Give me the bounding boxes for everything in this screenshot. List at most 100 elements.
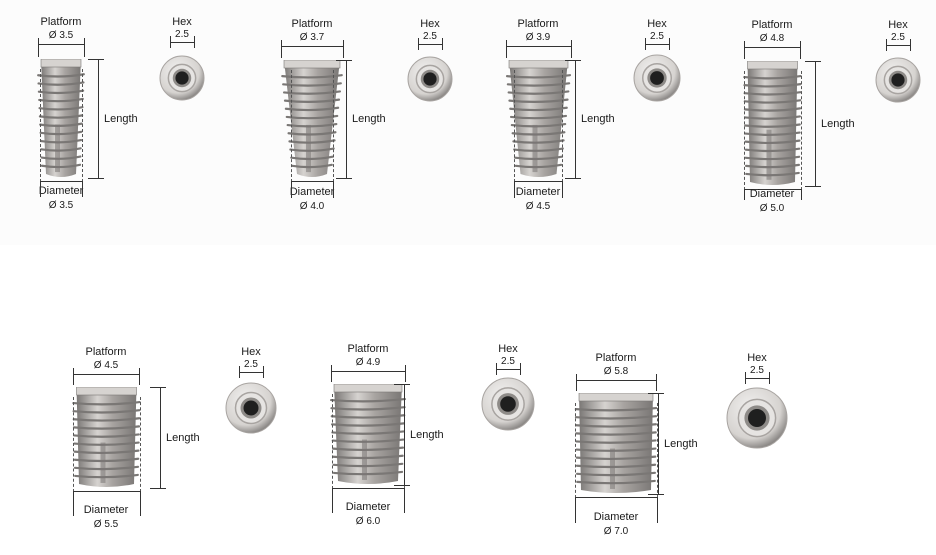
implant-image: [505, 60, 571, 177]
hex-label: Hex: [241, 346, 261, 358]
implant-image: [742, 61, 802, 185]
diameter-dimension-tick: [575, 497, 576, 523]
diameter-guide-line: [72, 397, 74, 492]
hex-dimension-tick: [886, 39, 887, 51]
length-dimension-line: [575, 60, 576, 178]
diameter-guide-line: [575, 403, 576, 498]
platform-dimension-line: [38, 44, 84, 45]
diameter-dimension-tick: [562, 181, 563, 198]
diameter-guide-line: [800, 71, 802, 190]
platform-label: Platform: [751, 19, 793, 31]
hex-dimension-line: [496, 369, 520, 370]
diameter-dimension-tick: [291, 181, 292, 198]
hex-dimension-line: [886, 45, 910, 46]
platform-dimension-tick: [656, 374, 657, 391]
length-dimension-tick: [805, 61, 821, 62]
platform-dimension-line: [281, 46, 343, 47]
length-label: Length: [166, 431, 200, 444]
hex-label: Hex: [172, 16, 192, 28]
diameter-dimension-tick: [40, 181, 41, 197]
diameter-guide-line: [562, 70, 563, 182]
length-dimension-line: [404, 384, 405, 485]
length-dimension-tick: [150, 488, 166, 489]
implant-image: [281, 60, 343, 177]
diameter-dimension-tick: [332, 488, 333, 513]
diameter-guide-line: [291, 70, 292, 182]
hex-dimension-line: [170, 42, 194, 43]
diameter-guide-line: [139, 397, 141, 492]
diameter-guide-line: [333, 70, 334, 182]
hex-value: 2.5: [750, 365, 764, 376]
platform-label: Platform: [517, 18, 559, 30]
diameter-value: Ø 5.0: [759, 203, 785, 214]
hex-label: Hex: [747, 352, 767, 364]
diameter-dimension-line: [743, 189, 801, 190]
diameter-dimension-tick: [333, 181, 334, 198]
hex-label: Hex: [647, 18, 667, 30]
length-label: Length: [664, 437, 698, 450]
hex-label: Hex: [888, 19, 908, 31]
diameter-dimension-line: [575, 497, 657, 498]
platform-dimension-tick: [744, 41, 745, 59]
platform-dimension-line: [331, 371, 405, 372]
platform-dimension-tick: [331, 365, 332, 382]
hex-dimension-tick: [239, 366, 240, 378]
hex-top-view-image: [726, 387, 788, 449]
length-dimension-tick: [88, 178, 104, 179]
length-dimension-line: [98, 59, 99, 178]
hex-top-view-image: [225, 382, 277, 434]
diameter-label: Diameter: [515, 186, 561, 198]
diameter-dimension-line: [332, 488, 404, 489]
hex-dimension-tick: [910, 39, 911, 51]
hex-dimension-tick: [194, 36, 195, 48]
diameter-guide-line: [743, 71, 745, 190]
length-label: Length: [104, 112, 138, 125]
diameter-label: Diameter: [749, 188, 795, 200]
platform-value: Ø 3.7: [299, 32, 325, 43]
length-label: Length: [352, 113, 386, 125]
diameter-dimension-line: [291, 181, 333, 182]
platform-value: Ø 3.5: [48, 30, 74, 41]
platform-label: Platform: [85, 346, 127, 358]
platform-value: Ø 4.9: [355, 357, 381, 368]
hex-dimension-tick: [496, 363, 497, 375]
hex-dimension-tick: [669, 38, 670, 50]
diameter-label: Diameter: [38, 185, 84, 197]
diameter-dimension-tick: [657, 497, 658, 523]
hex-dimension-line: [745, 378, 769, 379]
implant-image: [71, 387, 141, 487]
platform-dimension-tick: [343, 40, 344, 58]
platform-dimension-line: [744, 47, 800, 48]
length-dimension-tick: [150, 387, 166, 388]
platform-value: Ø 4.5: [93, 360, 119, 371]
hex-label: Hex: [498, 343, 518, 355]
platform-dimension-line: [576, 380, 656, 381]
platform-dimension-tick: [139, 368, 140, 385]
length-dimension-tick: [565, 60, 581, 61]
hex-dimension-tick: [745, 372, 746, 384]
platform-dimension-tick: [800, 41, 801, 59]
diameter-dimension-tick: [514, 181, 515, 198]
diameter-dimension-line: [514, 181, 562, 182]
hex-value: 2.5: [175, 29, 189, 40]
length-dimension-tick: [805, 186, 821, 187]
platform-dimension-line: [505, 46, 571, 47]
hex-value: 2.5: [650, 31, 664, 42]
hex-dimension-line: [239, 372, 263, 373]
hex-dimension-line: [645, 44, 669, 45]
diameter-label: Diameter: [593, 511, 639, 523]
hex-dimension-line: [418, 44, 442, 45]
hex-dimension-tick: [520, 363, 521, 375]
platform-dimension-tick: [570, 40, 572, 58]
diameter-dimension-tick: [82, 181, 83, 197]
length-dimension-line: [815, 61, 816, 186]
diameter-value: Ø 4.5: [525, 201, 551, 212]
hex-dimension-tick: [263, 366, 264, 378]
length-dimension-tick: [565, 178, 581, 179]
diameter-guide-line: [657, 403, 658, 498]
platform-dimension-tick: [38, 38, 39, 57]
hex-value: 2.5: [501, 356, 515, 367]
length-label: Length: [821, 117, 855, 130]
length-label: Length: [581, 113, 615, 125]
